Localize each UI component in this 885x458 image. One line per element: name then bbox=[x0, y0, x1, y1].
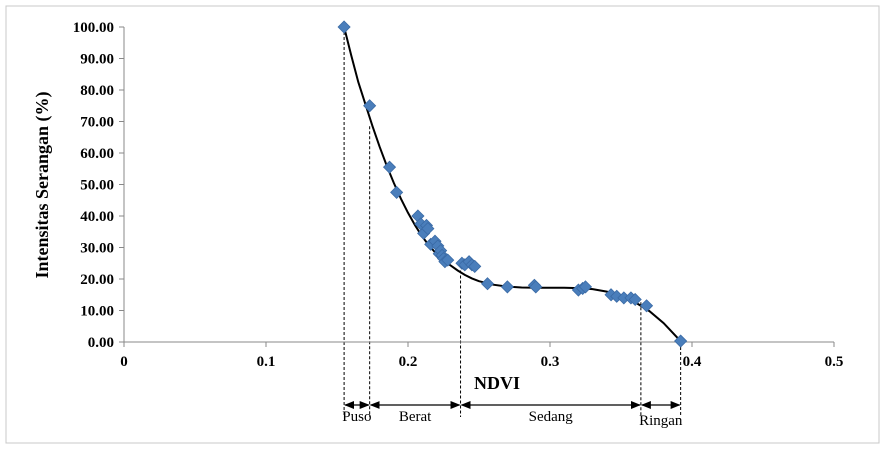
category-brackets: Puso Berat Sedang Ringan bbox=[342, 401, 683, 429]
y-tick-label: 100.00 bbox=[73, 20, 114, 36]
data-point bbox=[382, 160, 397, 174]
y-tick-label: 20.00 bbox=[80, 272, 114, 288]
data-point bbox=[468, 259, 482, 273]
y-tick-label: 30.00 bbox=[80, 241, 114, 257]
data-point bbox=[480, 277, 495, 291]
x-tick-label: 0.3 bbox=[541, 354, 560, 370]
data-point bbox=[639, 299, 654, 313]
data-point bbox=[628, 292, 642, 307]
y-tick-label: 70.00 bbox=[80, 115, 114, 131]
data-point bbox=[500, 280, 514, 294]
y-tick-label: 10.00 bbox=[80, 304, 114, 320]
x-tick-label: 0.1 bbox=[257, 354, 276, 370]
x-tick-label: 0.2 bbox=[399, 354, 418, 370]
y-tick-label: 0.00 bbox=[88, 335, 114, 351]
category-label: Ringan bbox=[639, 413, 683, 429]
data-point bbox=[421, 222, 435, 236]
data-point bbox=[674, 334, 688, 348]
category-label: Sedang bbox=[529, 409, 574, 425]
data-point bbox=[529, 280, 543, 294]
data-point bbox=[441, 253, 455, 267]
y-axis-title: Intensitas Serangan (%) bbox=[32, 91, 53, 278]
y-tick-label: 40.00 bbox=[80, 209, 114, 225]
x-axis-title: NDVI bbox=[474, 373, 520, 393]
plot-border bbox=[5, 5, 880, 444]
data-point bbox=[337, 20, 351, 34]
data-points bbox=[337, 20, 688, 348]
y-tick-label: 80.00 bbox=[80, 83, 114, 99]
y-tick-label: 50.00 bbox=[80, 178, 114, 194]
data-point bbox=[578, 280, 593, 294]
x-tick-label: 0 bbox=[120, 354, 128, 370]
x-tick-label: 0.4 bbox=[683, 354, 702, 370]
tick-labels: 0 0.1 0.2 0.3 0.4 0.5 0.00 10.00 20.00 30.00 40.00… bbox=[73, 20, 844, 370]
y-tick-label: 90.00 bbox=[80, 52, 114, 68]
y-tick-label: 60.00 bbox=[80, 146, 114, 162]
axes bbox=[119, 26, 835, 347]
data-point bbox=[390, 185, 404, 199]
category-label: Berat bbox=[399, 409, 432, 425]
guide-lines bbox=[343, 27, 682, 417]
data-point bbox=[363, 99, 377, 113]
x-tick-label: 0.5 bbox=[825, 354, 844, 370]
category-label: Puso bbox=[342, 409, 371, 425]
